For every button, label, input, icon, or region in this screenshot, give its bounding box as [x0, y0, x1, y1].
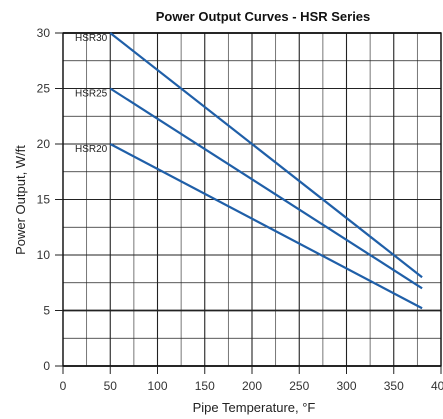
series-label-hsr30: HSR30	[75, 33, 108, 44]
series-label-hsr25: HSR25	[75, 89, 108, 100]
y-tick-label-6: 30	[37, 26, 51, 40]
y-tick-label-2: 10	[37, 248, 51, 262]
x-axis-label: Pipe Temperature, °F	[193, 400, 316, 415]
y-tick-label-4: 20	[37, 137, 51, 151]
y-axis-label: Power Output, W/ft	[13, 145, 28, 255]
y-tick-label-5: 25	[37, 82, 51, 96]
x-tick-label-1: 50	[104, 379, 118, 393]
x-tick-label-3: 150	[195, 379, 215, 393]
x-tick-label-0: 0	[60, 379, 67, 393]
series-label-hsr20: HSR20	[75, 144, 108, 155]
x-tick-label-4: 200	[242, 379, 262, 393]
x-tick-label-2: 100	[147, 379, 167, 393]
y-tick-label-3: 15	[37, 193, 51, 207]
grid	[63, 33, 441, 366]
x-tick-label-7: 350	[384, 379, 404, 393]
chart-title: Power Output Curves - HSR Series	[156, 9, 371, 24]
x-tick-label-5: 250	[289, 379, 309, 393]
y-tick-label-0: 0	[43, 359, 50, 373]
series-labels: HSR30 HSR25 HSR20	[75, 33, 108, 155]
x-tick-label-8: 400	[431, 379, 443, 393]
x-tick-label-6: 300	[336, 379, 356, 393]
y-tick-label-1: 5	[43, 304, 50, 318]
